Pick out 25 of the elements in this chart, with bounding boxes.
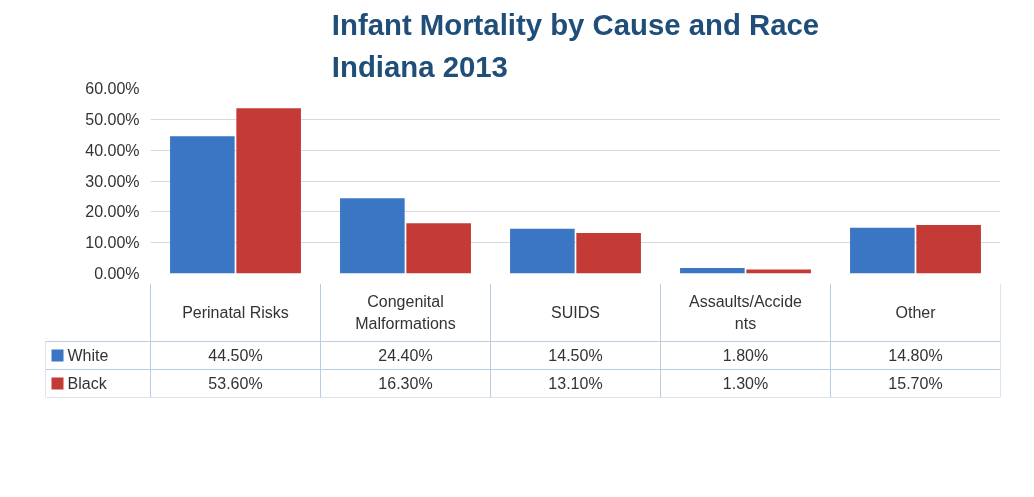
legend-label: White	[67, 347, 109, 364]
data-label: 13.10%	[548, 375, 603, 392]
x-tick-label: Assaults/Accidents	[689, 292, 803, 333]
data-label: 1.30%	[722, 375, 769, 392]
y-tick-label: 0.00%	[94, 265, 140, 282]
data-label: 1.80%	[722, 347, 769, 364]
data-label: 14.80%	[888, 347, 943, 364]
y-tick-label: 50.00%	[85, 110, 140, 128]
x-tick-label: Congenital Malformations	[355, 292, 456, 333]
x-tick-label: SUIDS	[551, 304, 600, 321]
data-label: 24.40%	[378, 347, 433, 364]
data-label: 44.50%	[208, 347, 263, 364]
y-tick-label: 40.00%	[85, 141, 140, 159]
legend-label: Black	[67, 375, 108, 392]
x-tick-label: Perinatal Risks	[182, 304, 289, 321]
y-tick-label: 20.00%	[85, 203, 140, 221]
data-label: 15.70%	[888, 375, 943, 392]
data-label: 53.60%	[208, 375, 263, 392]
x-tick-label: Other	[895, 304, 937, 321]
y-tick-label: 10.00%	[85, 234, 140, 252]
y-tick-label: 60.00%	[85, 80, 140, 97]
y-tick-label: 30.00%	[85, 172, 140, 190]
data-label: 16.30%	[378, 375, 433, 392]
data-label: 14.50%	[548, 347, 603, 364]
chart-title: Infant Mortality by Cause and Race Indiana 2013	[331, 7, 820, 84]
